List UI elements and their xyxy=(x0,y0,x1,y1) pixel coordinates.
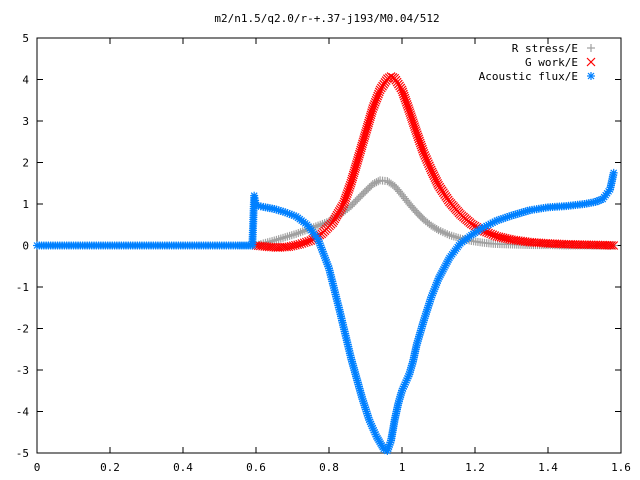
x-tick-label: 1.2 xyxy=(465,461,485,474)
x-tick-label: 1 xyxy=(399,461,406,474)
chart-title: m2/n1.5/q2.0/r-+.37-j193/M0.04/512 xyxy=(214,12,439,25)
data-point xyxy=(276,234,285,243)
data-point xyxy=(370,179,379,188)
data-point xyxy=(281,233,290,242)
legend-marker xyxy=(587,44,595,52)
y-tick-label: 3 xyxy=(22,115,29,128)
y-tick-label: 4 xyxy=(22,74,29,87)
y-tick-label: -1 xyxy=(16,281,29,294)
x-tick-label: 0.2 xyxy=(100,461,120,474)
y-tick-label: 2 xyxy=(22,157,29,170)
x-tick-label: 0.4 xyxy=(173,461,193,474)
x-tick-label: 0.6 xyxy=(246,461,266,474)
legend-label: R stress/E xyxy=(512,42,578,55)
data-point xyxy=(607,240,616,250)
legend-label: G work/E xyxy=(525,56,578,69)
x-tick-label: 0.8 xyxy=(319,461,339,474)
series-layer xyxy=(33,72,619,455)
data-point xyxy=(609,168,618,177)
data-point xyxy=(452,233,461,242)
data-point xyxy=(283,232,292,241)
legend-marker xyxy=(587,72,595,80)
data-point xyxy=(279,233,288,242)
x-tick-label: 1.4 xyxy=(538,461,558,474)
y-tick-label: 1 xyxy=(22,198,29,211)
y-tick-label: 5 xyxy=(22,32,29,45)
legend-label: Acoustic flux/E xyxy=(479,70,578,83)
data-point xyxy=(285,231,294,240)
legend-marker xyxy=(586,57,596,67)
data-point xyxy=(372,178,381,187)
data-point xyxy=(287,231,296,240)
data-point xyxy=(368,180,377,189)
x-tick-label: 0 xyxy=(34,461,41,474)
series-0 xyxy=(252,176,618,250)
y-tick-label: -5 xyxy=(16,447,29,460)
data-point xyxy=(609,241,619,250)
series-1 xyxy=(251,72,619,252)
y-tick-label: -4 xyxy=(16,406,30,419)
data-point xyxy=(274,235,283,244)
axis-ticks: 0 0.2 0.4 0.6 0.8 1 1.2 1.4 1.6 5 4 3 2 1 0 -1 -2 -3 -4 -5 xyxy=(16,32,631,474)
data-point xyxy=(272,235,281,244)
y-tick-label: -2 xyxy=(16,323,29,336)
data-point xyxy=(271,242,281,252)
y-tick-label: -3 xyxy=(16,364,29,377)
data-point xyxy=(374,177,383,186)
x-tick-label: 1.6 xyxy=(611,461,631,474)
data-point xyxy=(432,225,441,234)
y-tick-label: 0 xyxy=(22,240,29,253)
series-2 xyxy=(33,168,618,455)
